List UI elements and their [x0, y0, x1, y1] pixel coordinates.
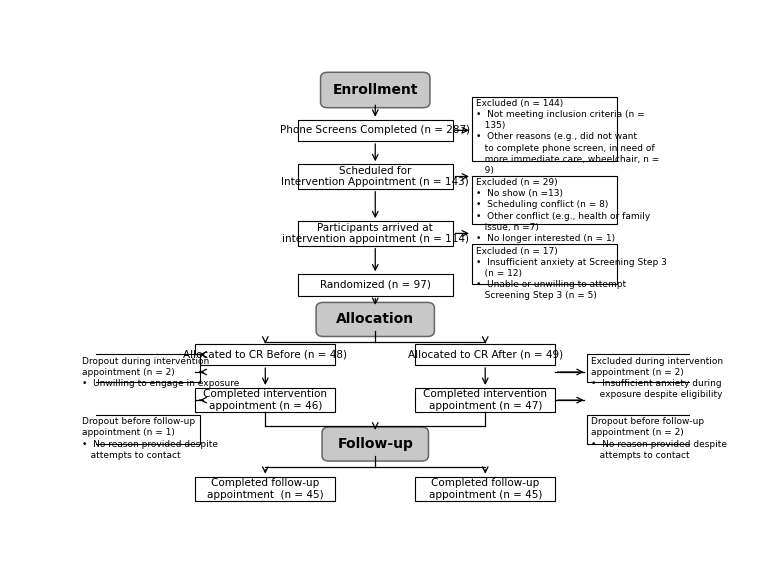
FancyBboxPatch shape: [472, 244, 617, 285]
FancyBboxPatch shape: [472, 97, 617, 161]
Text: Dropout before follow-up
appointment (n = 2)
•  No reason provided despite
   at: Dropout before follow-up appointment (n …: [591, 417, 727, 460]
Text: Dropout before follow-up
appointment (n = 1)
•  No reason provided despite
   at: Dropout before follow-up appointment (n …: [82, 417, 218, 460]
Text: Completed follow-up
appointment  (n = 45): Completed follow-up appointment (n = 45): [207, 478, 324, 500]
FancyBboxPatch shape: [316, 303, 434, 336]
Text: Follow-up: Follow-up: [337, 437, 413, 451]
Text: Excluded during intervention
appointment (n = 2)
•  Insufficient anxiety during
: Excluded during intervention appointment…: [591, 357, 723, 399]
Text: Scheduled for
Intervention Appointment (n = 143): Scheduled for Intervention Appointment (…: [281, 166, 469, 187]
Text: Randomized (n = 97): Randomized (n = 97): [320, 280, 431, 290]
FancyBboxPatch shape: [416, 388, 555, 413]
FancyBboxPatch shape: [77, 354, 199, 382]
FancyBboxPatch shape: [416, 343, 555, 365]
FancyBboxPatch shape: [298, 119, 453, 141]
FancyBboxPatch shape: [196, 477, 335, 501]
FancyBboxPatch shape: [196, 343, 335, 365]
Text: Allocation: Allocation: [336, 313, 414, 327]
FancyBboxPatch shape: [298, 274, 453, 296]
FancyBboxPatch shape: [77, 415, 199, 444]
Text: Enrollment: Enrollment: [333, 83, 418, 97]
Text: Excluded (n = 144)
•  Not meeting inclusion criteria (n =
   135)
•  Other reaso: Excluded (n = 144) • Not meeting inclusi…: [476, 99, 660, 175]
FancyBboxPatch shape: [321, 72, 430, 108]
FancyBboxPatch shape: [298, 221, 453, 246]
FancyBboxPatch shape: [416, 477, 555, 501]
Text: Participants arrived at
intervention appointment (n = 114): Participants arrived at intervention app…: [281, 222, 469, 244]
FancyBboxPatch shape: [587, 354, 709, 382]
FancyBboxPatch shape: [587, 415, 709, 444]
Text: Excluded (n = 29)
•  No show (n =13)
•  Scheduling conflict (n = 8)
•  Other con: Excluded (n = 29) • No show (n =13) • Sc…: [476, 178, 650, 243]
Text: Phone Screens Completed (n = 287): Phone Screens Completed (n = 287): [280, 125, 470, 136]
FancyBboxPatch shape: [298, 164, 453, 189]
Text: Completed follow-up
appointment (n = 45): Completed follow-up appointment (n = 45): [429, 478, 542, 500]
Text: Completed intervention
appointment (n = 46): Completed intervention appointment (n = …: [203, 389, 328, 411]
Text: Completed intervention
appointment (n = 47): Completed intervention appointment (n = …: [423, 389, 547, 411]
FancyBboxPatch shape: [472, 176, 617, 224]
Text: Allocated to CR Before (n = 48): Allocated to CR Before (n = 48): [183, 349, 347, 360]
FancyBboxPatch shape: [322, 427, 429, 461]
Text: Dropout during intervention
appointment (n = 2)
•  Unwilling to engage in exposu: Dropout during intervention appointment …: [82, 357, 239, 388]
Text: Allocated to CR After (n = 49): Allocated to CR After (n = 49): [408, 349, 563, 360]
Text: Excluded (n = 17)
•  Insufficient anxiety at Screening Step 3
   (n = 12)
•  Una: Excluded (n = 17) • Insufficient anxiety…: [476, 247, 667, 300]
FancyBboxPatch shape: [196, 388, 335, 413]
